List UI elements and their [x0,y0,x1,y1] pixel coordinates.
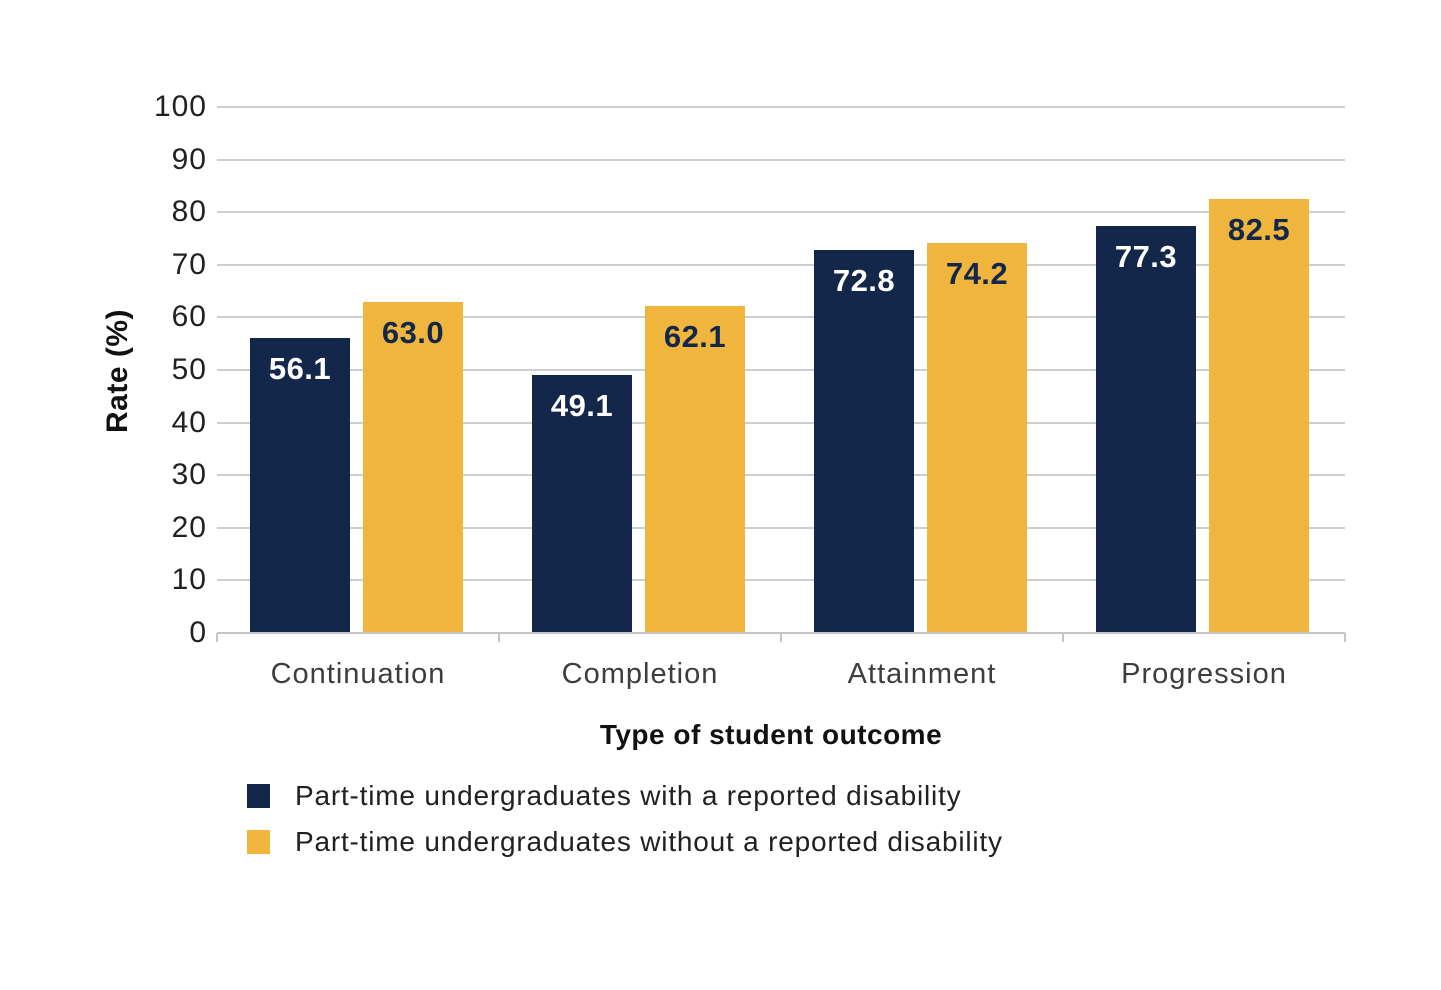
x-category-label: Progression [1121,658,1287,690]
x-category-label: Attainment [847,658,997,690]
gridline [217,526,1345,529]
bar-value-label: 49.1 [550,387,614,423]
legend-item: Part-time undergraduates with a reported… [247,779,1003,813]
legend-label: Part-time undergraduates with a reported… [295,780,962,811]
y-tick-label: 0 [189,616,207,649]
y-tick-label: 30 [171,458,207,492]
legend-swatch [247,830,270,854]
legend-swatch [247,784,270,808]
bar: 62.1 [645,306,745,633]
bar: 74.2 [927,242,1027,633]
gridline [217,474,1345,477]
bar: 63.0 [363,301,463,633]
bar: 72.8 [814,250,914,633]
bar-value-label: 62.1 [663,319,727,355]
gridline [217,106,1345,108]
bar-value-label: 56.1 [268,350,332,386]
y-tick-label: 90 [171,142,207,176]
x-axis-title: Type of student outcome [599,719,943,750]
gridline [217,316,1345,319]
y-axis-title: Rate (%) [101,308,134,434]
bar: 82.5 [1209,199,1309,633]
bar: 56.1 [250,337,350,633]
gridline [217,369,1345,371]
gridline [217,421,1345,424]
legend-item: Part-time undergraduates without a repor… [247,825,1003,859]
y-tick-label: 100 [153,90,207,123]
y-tick-label: 80 [171,195,207,229]
y-tick-label: 10 [171,563,207,597]
y-tick-label: 40 [171,405,207,439]
y-tick-label: 70 [171,247,207,281]
bar: 77.3 [1096,226,1196,633]
gridline [217,579,1345,582]
y-tick-label: 20 [171,510,207,544]
bar-value-label: 77.3 [1114,239,1178,275]
x-axis-tick [1344,633,1346,642]
bar-value-label: 74.2 [945,255,1009,291]
gridline [217,211,1345,214]
x-axis-tick [780,633,782,642]
bar-value-label: 63.0 [381,314,445,350]
gridline [217,158,1345,161]
x-category-label: Completion [561,658,719,690]
legend-label: Part-time undergraduates without a repor… [295,826,1003,857]
y-tick-label: 50 [171,353,207,386]
bar: 49.1 [532,374,632,633]
gridline [217,263,1345,266]
x-category-label: Continuation [270,658,446,690]
bar-value-label: 72.8 [832,263,896,299]
x-axis-tick [498,633,500,642]
y-tick-label: 60 [171,300,207,334]
bar-value-label: 82.5 [1227,212,1291,248]
x-axis-tick [1062,633,1064,642]
legend: Part-time undergraduates with a reported… [247,779,1003,859]
x-axis-tick [216,633,218,642]
